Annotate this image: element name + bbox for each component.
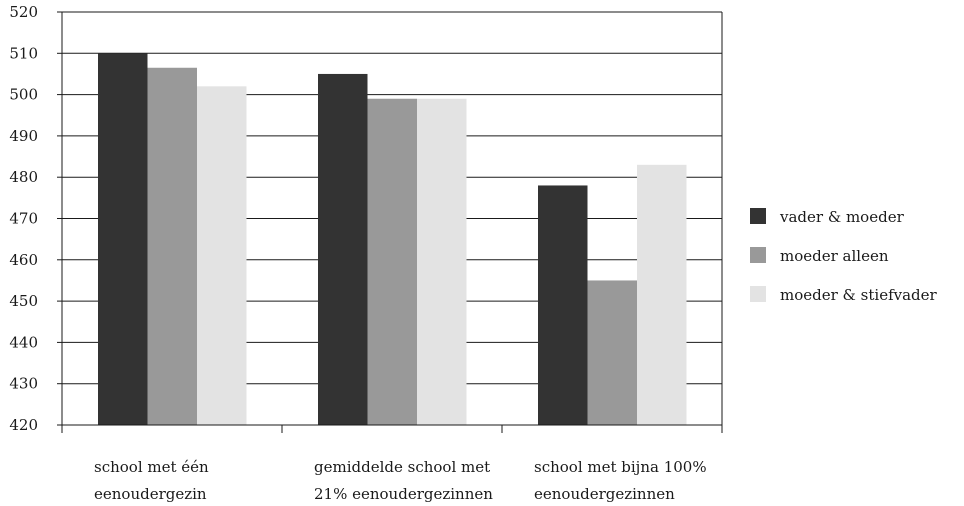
y-tick-label: 450	[9, 292, 38, 310]
bar-moeder-stiefvader	[637, 164, 687, 425]
legend: vader & moeder moeder alleen moeder & stie…	[750, 208, 938, 304]
y-tick-label: 420	[9, 416, 38, 434]
y-tick-label: 520	[9, 3, 38, 21]
bar-vader-moeder	[318, 73, 368, 425]
bar-vader-moeder	[538, 185, 588, 425]
bar-moeder-stiefvader	[417, 98, 467, 425]
y-tick-label: 490	[9, 127, 38, 145]
x-category-label: gemiddelde school met	[314, 458, 490, 476]
y-tick-label: 500	[9, 86, 38, 104]
bar-moeder-alleen	[147, 67, 197, 425]
bar-vader-moeder	[98, 53, 148, 426]
bar-moeder-alleen	[367, 98, 417, 425]
y-tick-label: 480	[9, 168, 38, 186]
y-tick-labels: 420 430 440 450 460 470 480 490 500 510 520	[9, 3, 38, 434]
x-category-label: school met bijna 100%	[534, 458, 707, 476]
bar-moeder-stiefvader	[197, 86, 247, 425]
x-category-label: school met één	[94, 458, 209, 476]
legend-label: moeder & stiefvader	[780, 286, 938, 304]
axes	[57, 11, 723, 433]
legend-swatch	[750, 247, 766, 263]
x-category-label: eenoudergezinnen	[534, 485, 675, 503]
x-category-label: 21% eenoudergezinnen	[314, 485, 493, 503]
legend-swatch	[750, 286, 766, 302]
x-category-label: eenoudergezin	[94, 485, 207, 503]
y-tick-label: 460	[9, 251, 38, 269]
y-tick-label: 470	[9, 210, 38, 228]
legend-label: moeder alleen	[780, 247, 889, 265]
y-tick-label: 510	[9, 44, 38, 62]
legend-swatch	[750, 208, 766, 224]
y-tick-label: 440	[9, 333, 38, 351]
category-labels: school met één eenoudergezin gemiddelde sc…	[94, 458, 707, 503]
bars	[98, 53, 687, 426]
bar-moeder-alleen	[587, 280, 637, 425]
y-tick-label: 430	[9, 375, 38, 393]
legend-label: vader & moeder	[779, 208, 905, 226]
